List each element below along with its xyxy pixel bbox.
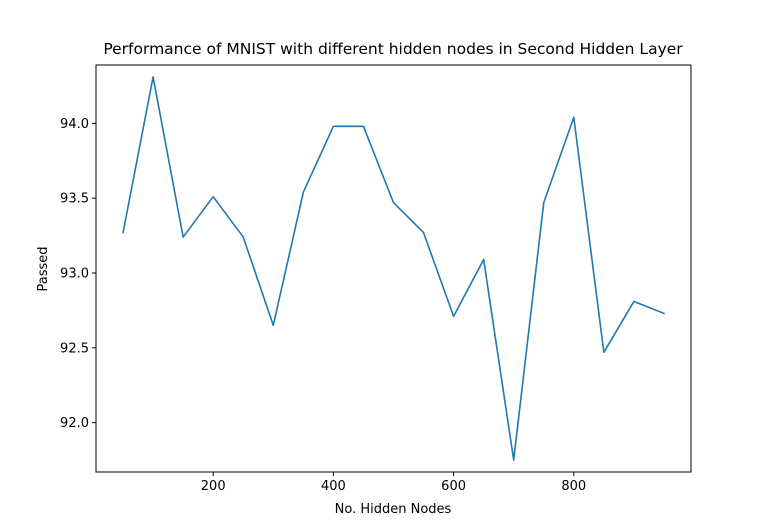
y-tick-label: 92.0 xyxy=(60,416,89,431)
x-tick-label: 800 xyxy=(561,479,586,494)
chart-title: Performance of MNIST with different hidd… xyxy=(103,40,683,58)
x-axis-label: No. Hidden Nodes xyxy=(335,502,452,517)
y-tick-label: 92.5 xyxy=(60,341,89,356)
x-tick-label: 600 xyxy=(441,479,466,494)
x-tick-label: 400 xyxy=(321,479,346,494)
x-tick-label: 200 xyxy=(201,479,226,494)
axes-frame xyxy=(95,64,692,473)
y-tick-label: 94.0 xyxy=(60,117,89,132)
y-tick-label: 93.5 xyxy=(60,192,89,207)
y-axis-label: Passed xyxy=(36,246,51,291)
y-tick-label: 93.0 xyxy=(60,266,89,281)
series-line-0 xyxy=(122,76,665,461)
plot-area: 200 400 600 800 92.0 92.5 93.0 93.5 94.0 xyxy=(60,64,692,494)
